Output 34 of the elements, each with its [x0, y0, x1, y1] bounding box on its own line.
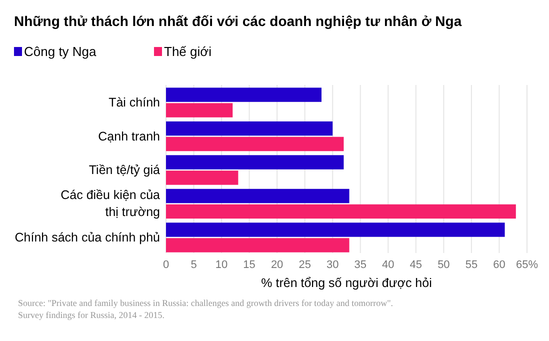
- legend-label: Công ty Nga: [24, 44, 98, 59]
- bar: [166, 170, 238, 185]
- x-axis-title: % trên tổng số người được hỏi: [261, 276, 432, 290]
- bar: [166, 88, 322, 102]
- bar: [166, 155, 344, 170]
- x-tick-label: 15: [243, 259, 256, 271]
- x-tick-label: 50: [438, 259, 450, 271]
- bar: [166, 238, 350, 252]
- x-tick-label: 25: [298, 259, 311, 271]
- x-tick-label: 0: [162, 259, 170, 271]
- x-tick-label: 30: [326, 259, 339, 271]
- bar: [166, 103, 233, 118]
- y-tick-label: Cạnh tranh: [98, 129, 160, 144]
- chart-title: Những thử thách lớn nhất đối với các doanh nghiệp tư nhân ở Nga: [14, 13, 462, 29]
- bar: [166, 204, 516, 219]
- x-tick-label: 65%: [516, 259, 538, 271]
- x-tick-label: 60: [493, 259, 506, 271]
- x-tick-label: 5: [190, 259, 197, 271]
- x-tick-label: 55: [465, 259, 478, 271]
- y-tick-label: Các điều kiện của thị trường: [60, 188, 160, 220]
- x-tick-label: 35: [354, 259, 367, 271]
- y-tick-label: Tiền tệ/tỷ giá: [88, 163, 160, 177]
- bar: [166, 136, 344, 152]
- bar: [166, 188, 350, 204]
- legend-label: Thế giới: [164, 44, 212, 59]
- y-tick-label: Chính sách của chính phủ: [14, 230, 160, 244]
- bar: [166, 121, 333, 136]
- source-note: Source: "Private and family business in Russia: challenges and growth drivers for today and tomorrow". Survey findings for Russia, 2014 - 2015.: [18, 298, 394, 320]
- x-tick-label: 45: [410, 259, 422, 271]
- x-tick-label: 40: [382, 259, 394, 271]
- y-tick-label: Tài chính: [108, 96, 160, 110]
- x-tick-label: 20: [270, 259, 284, 271]
- bar: [166, 222, 505, 237]
- x-tick-label: 10: [215, 259, 228, 271]
